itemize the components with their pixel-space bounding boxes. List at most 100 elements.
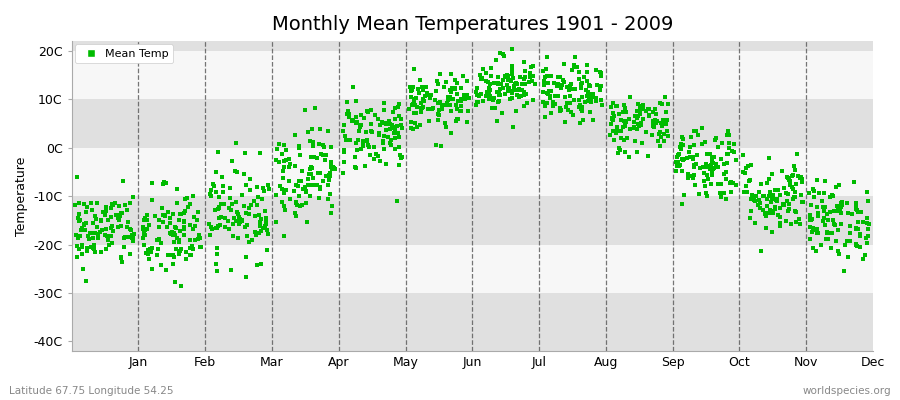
Point	[696, 164, 710, 170]
Point	[572, 97, 587, 103]
Point	[505, 46, 519, 52]
Point	[320, 182, 335, 188]
Point	[277, 206, 292, 213]
Point	[104, 223, 119, 229]
Point	[391, 104, 405, 111]
Point	[840, 200, 854, 206]
Point	[223, 185, 238, 191]
Point	[298, 189, 312, 196]
Point	[395, 125, 410, 131]
Point	[546, 99, 561, 106]
Point	[619, 109, 634, 116]
Point	[606, 100, 620, 106]
Point	[642, 113, 656, 120]
Point	[140, 212, 155, 218]
Point	[824, 230, 838, 236]
Point	[785, 184, 799, 190]
Point	[352, 128, 366, 134]
Point	[689, 161, 704, 168]
Point	[821, 217, 835, 224]
Point	[825, 230, 840, 236]
Point	[858, 252, 872, 258]
Point	[821, 236, 835, 242]
Point	[311, 195, 326, 201]
Point	[607, 136, 621, 143]
Point	[705, 158, 719, 164]
Point	[387, 115, 401, 122]
Point	[454, 108, 468, 114]
Point	[720, 132, 734, 138]
Point	[139, 250, 153, 256]
Point	[595, 102, 609, 108]
Point	[711, 181, 725, 187]
Point	[574, 106, 589, 112]
Point	[183, 222, 197, 228]
Point	[860, 226, 875, 232]
Point	[120, 206, 134, 213]
Point	[392, 162, 406, 168]
Point	[458, 96, 473, 102]
Point	[572, 75, 586, 82]
Point	[581, 82, 596, 89]
Point	[429, 142, 444, 149]
Point	[382, 120, 397, 127]
Point	[556, 61, 571, 68]
Point	[633, 108, 647, 114]
Point	[564, 66, 579, 73]
Point	[849, 225, 863, 232]
Point	[292, 145, 306, 151]
Point	[573, 81, 588, 87]
Point	[607, 112, 621, 119]
Point	[709, 161, 724, 167]
Point	[647, 117, 662, 123]
Point	[417, 98, 431, 104]
Point	[685, 175, 699, 181]
Point	[414, 109, 428, 115]
Point	[125, 232, 140, 238]
Point	[448, 76, 463, 83]
Point	[850, 243, 864, 249]
Point	[517, 102, 531, 109]
Point	[247, 198, 261, 204]
Point	[86, 234, 101, 241]
Point	[282, 164, 296, 170]
Point	[628, 138, 643, 144]
Point	[106, 202, 121, 209]
Point	[511, 86, 526, 92]
Point	[151, 236, 166, 242]
Point	[672, 162, 687, 168]
Point	[817, 215, 832, 222]
Point	[305, 138, 320, 145]
Point	[766, 192, 780, 198]
Point	[384, 142, 399, 148]
Point	[136, 234, 150, 241]
Point	[292, 192, 307, 199]
Point	[416, 86, 430, 93]
Point	[138, 215, 152, 221]
Point	[764, 228, 778, 235]
Point	[158, 180, 173, 186]
Point	[507, 82, 521, 89]
Point	[445, 70, 459, 77]
Point	[68, 202, 83, 208]
Point	[342, 113, 356, 120]
Point	[382, 140, 397, 146]
Point	[606, 128, 620, 134]
Point	[433, 99, 447, 105]
Point	[809, 248, 824, 254]
Point	[276, 233, 291, 239]
Point	[687, 163, 701, 170]
Point	[562, 93, 577, 99]
Point	[498, 74, 512, 80]
Point	[571, 64, 585, 70]
Point	[209, 261, 223, 267]
Point	[221, 217, 236, 224]
Point	[683, 144, 698, 150]
Point	[805, 229, 819, 235]
Point	[580, 62, 594, 68]
Point	[850, 218, 865, 225]
Point	[274, 151, 289, 157]
Point	[237, 170, 251, 177]
Point	[706, 154, 720, 160]
Point	[460, 78, 474, 84]
